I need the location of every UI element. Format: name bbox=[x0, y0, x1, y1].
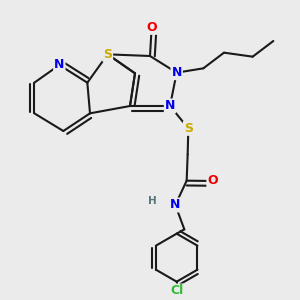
Text: H: H bbox=[148, 196, 157, 206]
Text: Cl: Cl bbox=[170, 284, 183, 298]
Text: O: O bbox=[146, 21, 157, 34]
Text: N: N bbox=[54, 58, 64, 71]
Text: N: N bbox=[170, 199, 181, 212]
Text: S: S bbox=[103, 48, 112, 61]
Text: N: N bbox=[165, 100, 175, 112]
Text: S: S bbox=[184, 122, 193, 135]
Text: O: O bbox=[207, 175, 218, 188]
Text: N: N bbox=[172, 66, 182, 79]
